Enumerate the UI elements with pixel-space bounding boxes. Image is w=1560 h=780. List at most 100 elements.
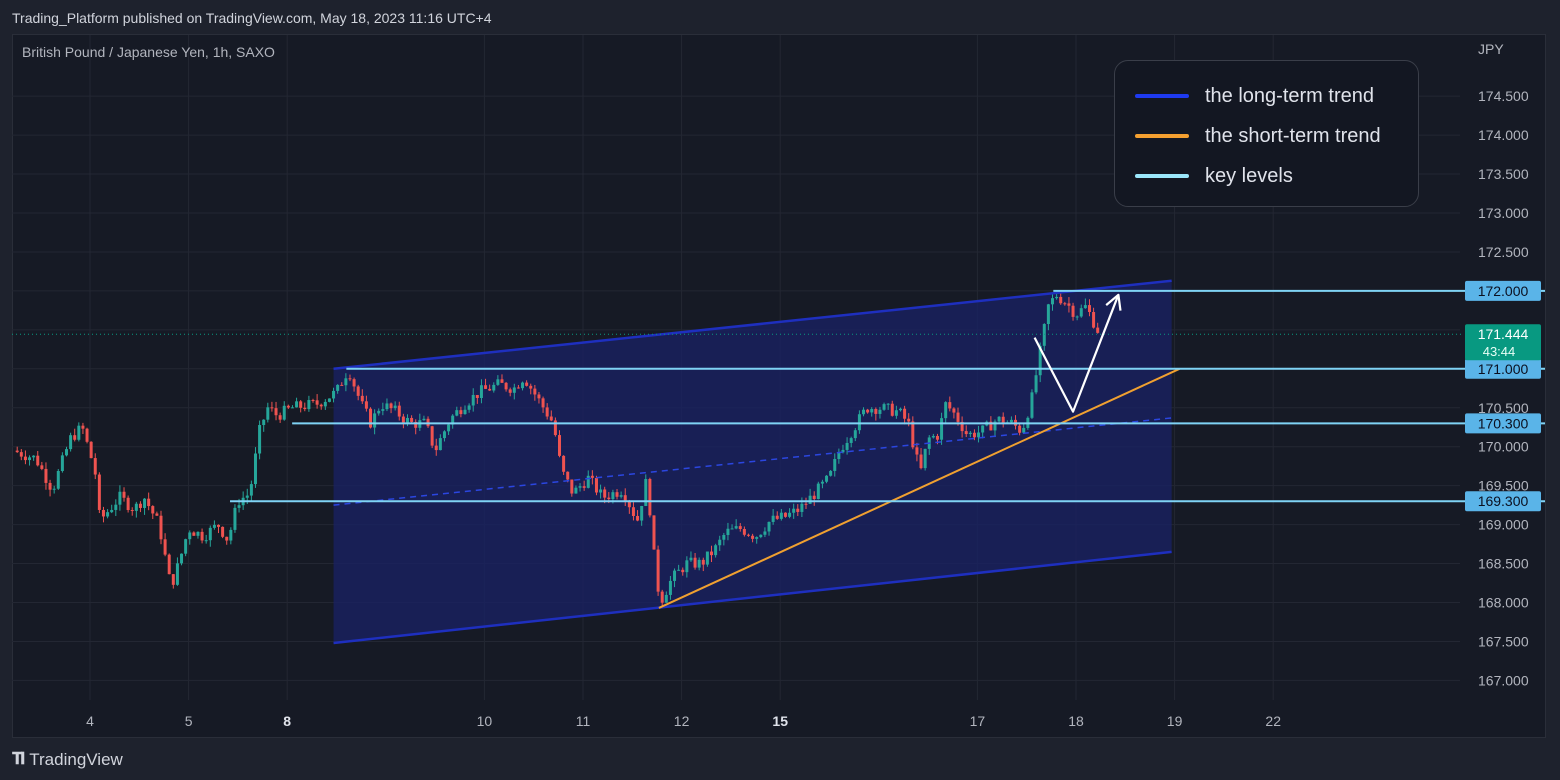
- candle-body: [204, 540, 208, 542]
- candle-body: [175, 563, 179, 585]
- candle-body: [262, 419, 266, 426]
- candle-body: [553, 420, 557, 436]
- candle-body: [155, 513, 159, 516]
- candle-body: [258, 425, 262, 454]
- candle-body: [1009, 419, 1013, 423]
- candle-body: [307, 400, 311, 410]
- candle-body: [525, 382, 529, 386]
- candle-body: [138, 503, 142, 508]
- candle-body: [812, 495, 816, 499]
- y-tick-label: 170.500: [1478, 400, 1529, 416]
- candle-body: [69, 435, 73, 450]
- x-tick-label: 11: [576, 713, 591, 729]
- candle-body: [718, 539, 722, 546]
- candle-body: [151, 506, 155, 514]
- candle-body: [759, 534, 763, 538]
- candle-body: [114, 504, 118, 510]
- projection-arrow-head: [1105, 293, 1122, 311]
- legend-label-short-term: the short-term trend: [1205, 124, 1381, 147]
- candle-body: [52, 488, 56, 490]
- y-tick-label: 170.000: [1478, 439, 1529, 455]
- candle-body: [529, 385, 533, 389]
- key-level-tag-label: 172.000: [1478, 283, 1529, 299]
- candle-body: [130, 510, 134, 512]
- x-tick-label: 4: [86, 713, 94, 729]
- candle-body: [442, 431, 446, 439]
- candle-body: [1038, 345, 1042, 376]
- candle-body: [771, 515, 775, 522]
- x-tick-label: 15: [772, 713, 788, 729]
- candle-body: [278, 415, 282, 420]
- y-tick-label: 174.500: [1478, 88, 1529, 104]
- candle-body: [1046, 304, 1050, 325]
- candle-body: [1067, 303, 1071, 306]
- candle-body: [874, 409, 878, 414]
- candle-body: [1051, 298, 1055, 305]
- candle-body: [438, 438, 442, 451]
- candle-body: [32, 455, 36, 458]
- legend-label-long-term: the long-term trend: [1205, 84, 1374, 107]
- candle-body: [619, 495, 623, 497]
- candle-body: [479, 385, 483, 399]
- legend-box: the long-term trend the short-term trend…: [1114, 60, 1419, 207]
- tradingview-logo-icon: 𝐓𝐈: [12, 751, 25, 768]
- candle-body: [890, 403, 894, 416]
- candle-body: [319, 404, 323, 407]
- candle-body: [508, 389, 512, 393]
- candle-body: [295, 401, 299, 408]
- x-tick-label: 18: [1068, 713, 1084, 729]
- candle-body: [414, 421, 418, 428]
- candle-body: [36, 455, 40, 466]
- candle-body: [221, 526, 225, 537]
- candle-body: [73, 435, 77, 440]
- candle-body: [997, 416, 1001, 422]
- candle-body: [1034, 375, 1038, 393]
- last-price-tag: [1465, 324, 1541, 361]
- candle-body: [89, 441, 93, 459]
- candle-body: [599, 489, 603, 493]
- candle-body: [603, 489, 607, 498]
- candle-body: [282, 405, 286, 420]
- tradingview-logo[interactable]: 𝐓𝐈 TradingView: [12, 750, 123, 770]
- candle-body: [1083, 305, 1087, 309]
- candle-body: [159, 515, 163, 540]
- candle-body: [940, 418, 944, 440]
- candle-body: [894, 410, 898, 416]
- y-tick-label: 167.000: [1478, 672, 1529, 688]
- candle-body: [1063, 303, 1067, 305]
- candle-body: [755, 537, 759, 539]
- candle-body: [467, 405, 471, 410]
- candle-body: [516, 387, 520, 389]
- candle-body: [952, 408, 956, 413]
- candle-body: [315, 400, 319, 405]
- candle-body: [40, 465, 44, 469]
- candle-body: [389, 403, 393, 409]
- candle-body: [570, 479, 574, 494]
- candle-body: [352, 379, 356, 387]
- candle-body: [208, 527, 212, 541]
- candle-body: [496, 379, 500, 385]
- candle-body: [837, 452, 841, 460]
- bar-countdown: 43:44: [1483, 344, 1516, 359]
- projection-arrow-line: [1033, 294, 1120, 413]
- candle-body: [1087, 305, 1091, 313]
- candle-body: [311, 400, 315, 402]
- candle-body: [668, 580, 672, 595]
- candle-body: [763, 531, 767, 535]
- candle-body: [60, 455, 64, 471]
- candle-body: [673, 570, 677, 581]
- candle-body: [303, 407, 307, 410]
- candle-body: [356, 386, 360, 396]
- candle-body: [488, 388, 492, 391]
- candle-body: [110, 509, 114, 513]
- candle-body: [734, 526, 738, 529]
- candle-body: [857, 414, 861, 431]
- candle-body: [196, 531, 200, 536]
- candle-body: [549, 416, 553, 421]
- candle-body: [200, 531, 204, 541]
- candle-body: [545, 407, 549, 417]
- candle-body: [870, 409, 874, 413]
- candle-body: [689, 557, 693, 561]
